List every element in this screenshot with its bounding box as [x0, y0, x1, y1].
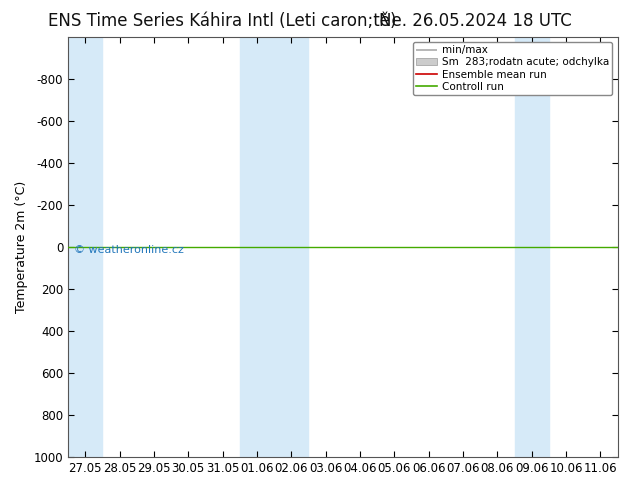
Text: ENS Time Series Káhira Intl (Leti caron;tě): ENS Time Series Káhira Intl (Leti caron;… — [48, 12, 396, 30]
Bar — [68, 37, 102, 457]
Y-axis label: Temperature 2m (°C): Temperature 2m (°C) — [15, 181, 28, 313]
Legend: min/max, Sm  283;rodatn acute; odchylka, Ensemble mean run, Controll run: min/max, Sm 283;rodatn acute; odchylka, … — [413, 42, 612, 95]
Bar — [240, 37, 309, 457]
Bar — [515, 37, 549, 457]
Text: © weatheronline.cz: © weatheronline.cz — [74, 245, 183, 255]
Text: Ne. 26.05.2024 18 UTC: Ne. 26.05.2024 18 UTC — [379, 12, 572, 30]
